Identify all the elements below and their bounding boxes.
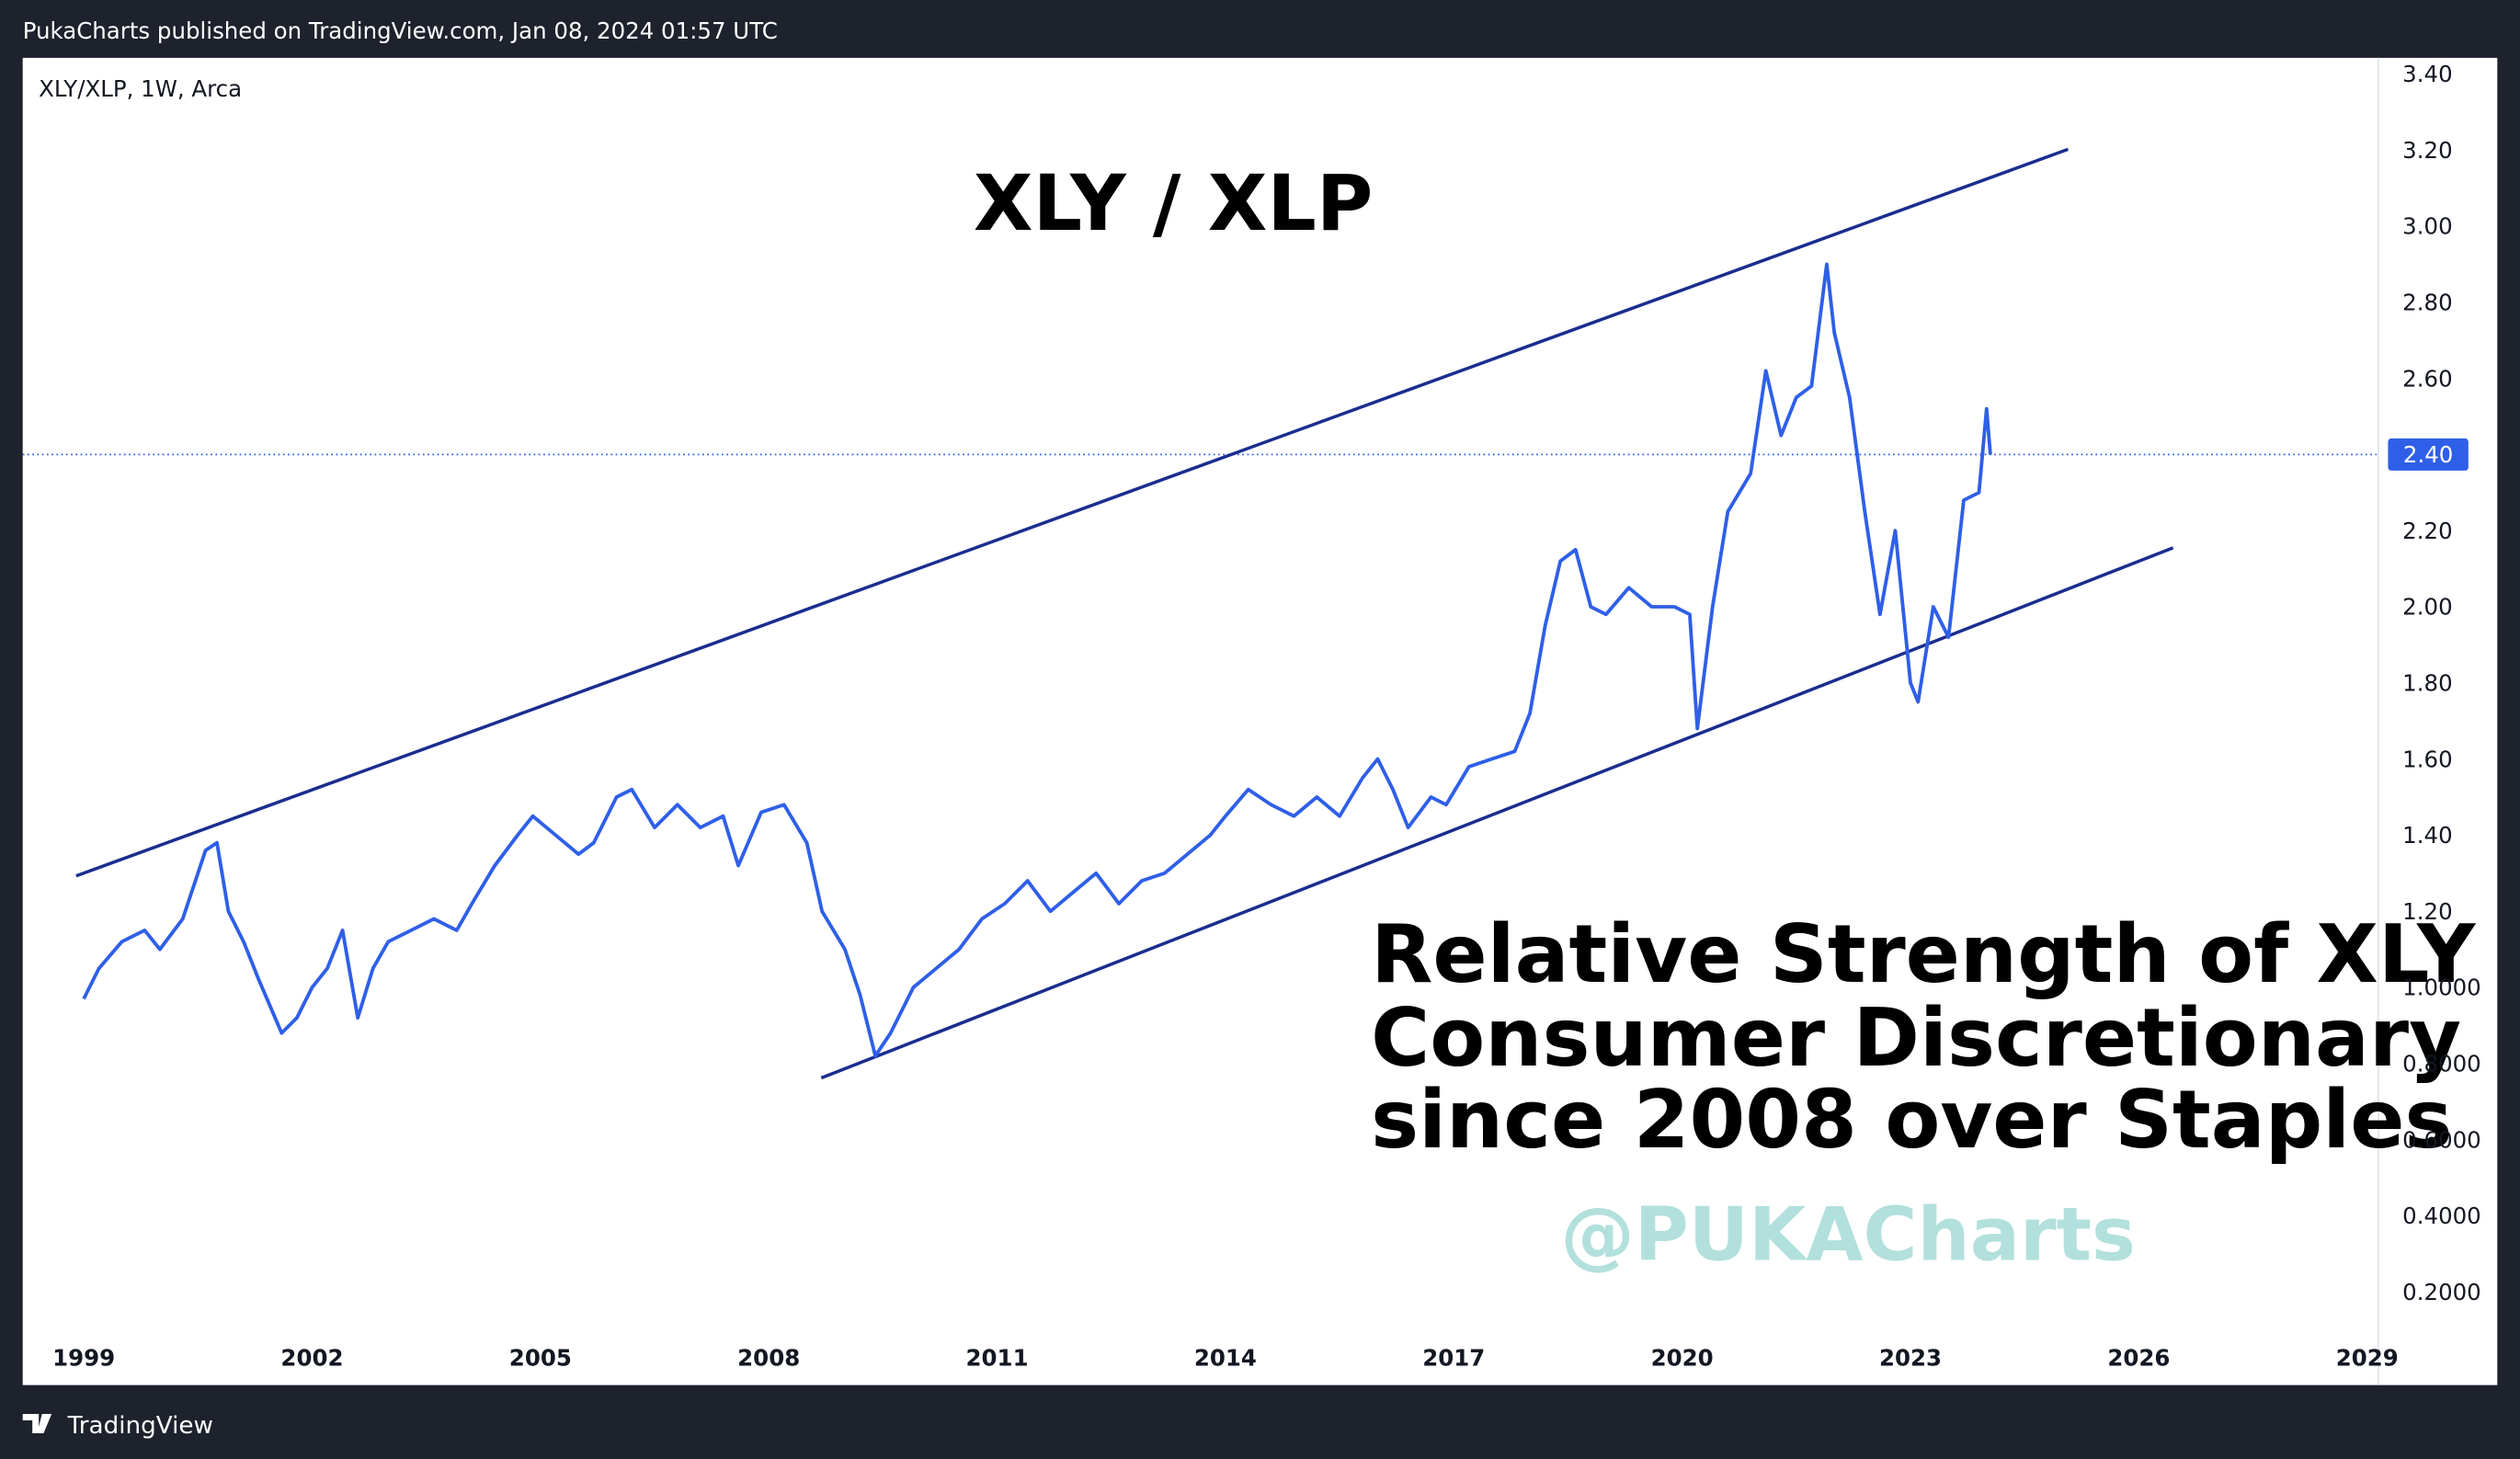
y-tick-label: 1.80 [2402, 670, 2452, 697]
x-tick-label: 2011 [966, 1345, 1029, 1372]
y-tick-label: 1.40 [2402, 822, 2452, 849]
x-tick-label: 2020 [1651, 1345, 1714, 1372]
watermark: @PUKACharts [1560, 1191, 2135, 1277]
annotation: since 2008 over Staples [1371, 1073, 2452, 1167]
x-tick-label: 2017 [1422, 1345, 1485, 1372]
y-tick-label: 3.20 [2402, 137, 2452, 164]
symbol: XLY/XLP, 1W, Arca [39, 75, 242, 102]
y-tick-label: 2.00 [2402, 594, 2452, 621]
header: PukaCharts published on TradingView.com,… [23, 17, 778, 44]
y-tick-label: 0.2000 [2402, 1279, 2481, 1305]
x-tick-label: 2002 [280, 1345, 343, 1372]
x-tick-label: 2026 [2107, 1345, 2170, 1372]
tv-logo [22, 1414, 52, 1434]
x-tick-label: 2023 [1879, 1345, 1942, 1372]
last-price-label: 2.40 [2403, 441, 2453, 468]
x-tick-label: 2029 [2336, 1345, 2399, 1372]
y-tick-label: 3.40 [2402, 61, 2452, 87]
x-tick-label: 1999 [52, 1345, 115, 1372]
annotation: Relative Strength of XLY [1371, 907, 2477, 1001]
y-tick-label: 1.60 [2402, 746, 2452, 772]
chart-title: XLY / XLP [974, 158, 1373, 248]
last-price-box [2388, 438, 2469, 471]
trend-line [75, 147, 2069, 878]
y-tick-label: 1.20 [2402, 898, 2452, 925]
x-tick-label: 2005 [509, 1345, 572, 1372]
y-tick-label: 3.00 [2402, 213, 2452, 240]
y-tick-label: 0.4000 [2402, 1203, 2481, 1229]
y-tick-label: 0.8000 [2402, 1051, 2481, 1077]
y-tick-label: 0.6000 [2402, 1126, 2481, 1153]
annotation: Consumer Discretionary [1371, 991, 2461, 1085]
y-tick-label: 2.80 [2402, 290, 2452, 316]
chart-panel [22, 57, 2498, 1385]
x-tick-label: 2014 [1194, 1345, 1257, 1372]
y-tick-label: 2.60 [2402, 365, 2452, 392]
x-tick-label: 2008 [737, 1345, 800, 1372]
footer: TradingView [67, 1412, 213, 1440]
price-line [82, 262, 1992, 1058]
y-tick-label: 1.0000 [2402, 975, 2481, 1001]
y-tick-label: 2.20 [2402, 518, 2452, 544]
